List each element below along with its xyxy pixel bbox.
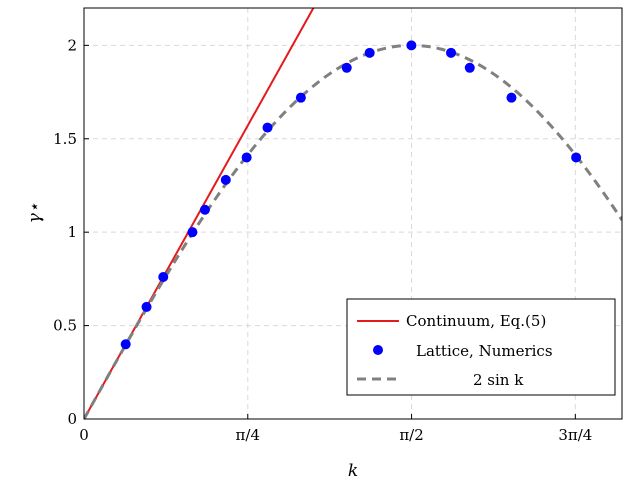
lattice-point [506, 92, 517, 103]
x-axis-label: k [348, 461, 358, 481]
lattice-point [158, 272, 169, 283]
x-tick-label: π/2 [399, 426, 423, 444]
y-axis-label: γ⋆ [25, 202, 45, 223]
y-tick-label: 1.5 [53, 130, 77, 148]
series-layer [84, 8, 622, 419]
lattice-point [341, 62, 352, 73]
x-tick-label: π/4 [236, 426, 260, 444]
legend-swatch-lattice [373, 345, 383, 355]
lattice-point [406, 40, 417, 51]
sine-curve [84, 43, 622, 419]
lattice-point [262, 122, 273, 133]
plot-frame [83, 7, 623, 420]
y-tick-label: 1 [67, 223, 77, 241]
lattice-point [571, 152, 582, 163]
lattice-point [446, 47, 457, 58]
lattice-point [120, 339, 131, 350]
lattice-point [187, 227, 198, 238]
lattice-point [295, 92, 306, 103]
legend: Continuum, Eq.(5) Lattice, Numerics 2 si… [346, 298, 616, 396]
legend-label-continuum: Continuum, Eq.(5) [406, 312, 546, 330]
lattice-point [199, 204, 210, 215]
lattice-point [141, 301, 152, 312]
legend-label-sine: 2 sin k [473, 371, 524, 389]
legend-label-lattice: Lattice, Numerics [416, 342, 553, 360]
lattice-point [464, 62, 475, 73]
y-tick-label: 2 [67, 36, 77, 54]
lattice-point [220, 174, 231, 185]
y-tick-label: 0.5 [53, 317, 77, 335]
lattice-point [241, 152, 252, 163]
x-tick-label: 3π/4 [558, 426, 592, 444]
x-tick-label: 0 [79, 426, 89, 444]
lattice-point [364, 47, 375, 58]
axis-ticks: 0 π/4 π/2 3π/4 0 0.5 1 1.5 2 [53, 36, 592, 444]
y-tick-label: 0 [67, 410, 77, 428]
